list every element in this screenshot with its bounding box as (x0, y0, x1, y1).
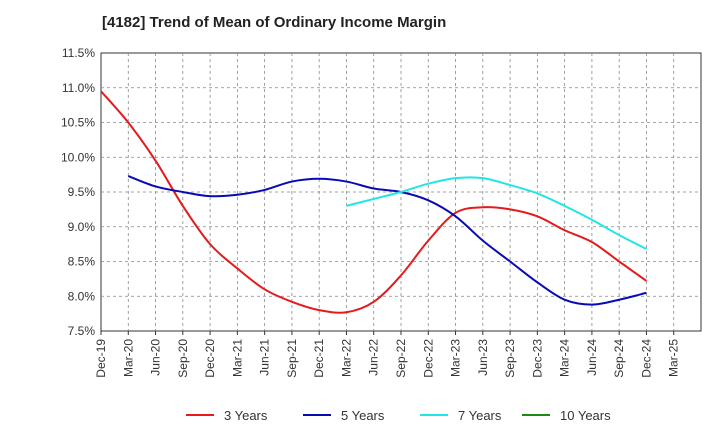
x-tick-label: Sep-22 (394, 339, 408, 378)
x-tick-label: Mar-20 (121, 339, 135, 377)
x-tick-label: Sep-20 (176, 339, 190, 378)
x-tick-label: Jun-24 (585, 339, 599, 376)
y-tick-label: 9.0% (68, 220, 96, 234)
x-tick-label: Mar-21 (230, 339, 244, 377)
series-lines (100, 90, 648, 314)
series-line-7-years (346, 176, 647, 250)
y-tick-label: 8.0% (68, 289, 96, 303)
x-tick-label: Jun-20 (149, 339, 163, 376)
x-tick-label: Mar-22 (339, 339, 353, 377)
x-tick-label: Sep-21 (285, 339, 299, 378)
legend-label-10-years: 10 Years (560, 408, 611, 423)
y-tick-label: 11.5% (62, 46, 95, 60)
x-tick-label: Jun-22 (367, 339, 381, 376)
x-tick-label: Mar-23 (449, 339, 463, 377)
legend-label-3-years: 3 Years (224, 408, 268, 423)
series-line-5-years (127, 175, 647, 306)
x-tick-label: Dec-20 (203, 339, 217, 378)
x-tick-label: Mar-24 (558, 339, 572, 377)
x-tick-label: Dec-24 (639, 339, 653, 378)
legend-label-5-years: 5 Years (341, 408, 385, 423)
y-tick-label: 10.0% (61, 150, 95, 164)
legend-label-7-years: 7 Years (458, 408, 502, 423)
grid (101, 53, 701, 331)
y-tick-label: 7.5% (68, 324, 96, 338)
legend: 3 Years 5 Years 7 Years 10 Years (186, 408, 611, 423)
y-tick-label: 8.5% (68, 255, 96, 269)
x-tick-label: Jun-21 (258, 339, 272, 376)
y-tick-label: 10.5% (61, 116, 95, 130)
y-tick-label: 11.0% (62, 81, 95, 95)
x-tick-label: Jun-23 (476, 339, 490, 376)
x-axis: Dec-19 Mar-20 Jun-20 Sep-20 Dec-20 Mar-21 Jun-… (94, 331, 681, 378)
y-tick-label: 9.5% (68, 185, 96, 199)
x-tick-label: Mar-25 (667, 339, 681, 377)
chart-title: [4182] Trend of Mean of Ordinary Income … (102, 14, 447, 31)
x-tick-label: Dec-21 (312, 339, 326, 378)
x-tick-label: Dec-23 (530, 339, 544, 378)
x-tick-label: Dec-22 (421, 339, 435, 378)
y-axis: 7.5% 8.0% 8.5% 9.0% 9.5% 10.0% 10.5% 11.0% 11.5% (61, 46, 95, 338)
series-line-3-years (100, 90, 648, 314)
x-tick-label: Dec-19 (94, 339, 108, 378)
x-tick-label: Sep-23 (503, 339, 517, 378)
x-tick-label: Sep-24 (612, 339, 626, 378)
